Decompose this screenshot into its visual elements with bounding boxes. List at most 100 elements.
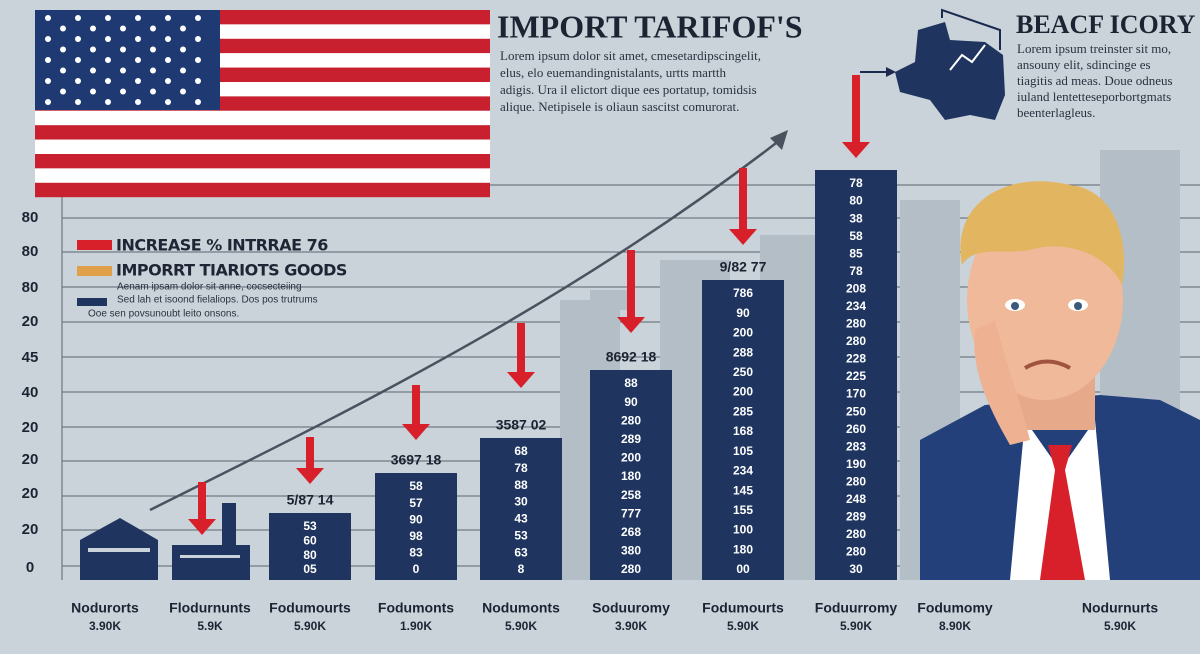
flag-star [150, 88, 156, 95]
side-text: Lorem ipsum treinster sit mo, [1017, 41, 1171, 56]
flag-star [45, 15, 51, 21]
flag-star [75, 99, 81, 105]
bar-number: 60 [303, 534, 317, 548]
flag-star [180, 67, 186, 74]
flag-star [120, 25, 126, 32]
bar-number: 105 [733, 444, 753, 458]
bar-number: 180 [733, 542, 753, 556]
flag-star [120, 46, 126, 53]
bar [375, 473, 457, 580]
bar-number: 90 [409, 512, 423, 526]
bar-number: 83 [409, 546, 423, 560]
red-arrow-head [507, 372, 535, 388]
flag-star [135, 99, 141, 105]
column-value: 3.90K [615, 619, 647, 633]
header-text: alique. Netipisele is oliaun sascitst co… [500, 99, 739, 114]
bar-number: 63 [514, 545, 528, 559]
legend-note: Sed lah et isoond fielaliops. Dos pos tr… [117, 295, 318, 306]
bar [702, 280, 784, 580]
flag-star [45, 57, 51, 63]
red-arrow [852, 75, 860, 144]
bar-number: 234 [733, 464, 753, 478]
side-text: beenterlagleus. [1017, 105, 1095, 120]
bar-number: 268 [621, 525, 641, 539]
red-arrow [517, 323, 525, 374]
column-name: Fodumonts [378, 600, 454, 616]
bar-number: 38 [849, 211, 863, 225]
legend-label: IMPORRT TIARIOTS GOODS [116, 261, 347, 280]
bar-number: 280 [846, 545, 866, 559]
bar-top-label: 3697 18 [391, 452, 442, 468]
flag-stripe [35, 125, 490, 140]
bar-number: 288 [733, 345, 753, 359]
header-text: Lorem ipsum dolor sit amet, cmesetardips… [500, 48, 761, 63]
flag-star [135, 57, 141, 63]
y-label: 20 [22, 313, 39, 330]
bar-number: 280 [846, 474, 866, 488]
flag-star [90, 46, 96, 53]
bar-number: 8 [518, 562, 525, 576]
bar-number: 208 [846, 281, 866, 295]
legend-note: Aenam ipsam dolor sit anne, cocsecteiing [117, 282, 302, 293]
flag-star [135, 36, 141, 42]
bar-number: 234 [846, 299, 866, 313]
bar-number: 43 [514, 512, 528, 526]
column-name: Fodumourts [702, 600, 784, 616]
bar [815, 170, 897, 580]
flag-star [165, 36, 171, 42]
flag-star [60, 67, 66, 74]
bar-number: 85 [849, 246, 863, 260]
column-name: Flodurnunts [169, 600, 251, 616]
red-arrow [627, 250, 635, 319]
flag-star [195, 78, 201, 84]
flag-star [105, 57, 111, 63]
column-value: 5.90K [294, 619, 326, 633]
factory-icon [172, 503, 250, 580]
flag-star [60, 25, 66, 32]
bar [269, 513, 351, 580]
building-icon [80, 518, 158, 580]
flag-star [45, 99, 51, 105]
column-name: Nodumonts [482, 600, 560, 616]
bar-number: 57 [409, 496, 423, 510]
flag-star [150, 25, 156, 32]
flag-stripe [35, 182, 490, 198]
header-text: elus, elo euemandingnistalants, urtts ma… [500, 65, 727, 80]
y-label: 20 [22, 451, 39, 468]
bar-number: 53 [514, 528, 528, 542]
red-arrow-head [402, 424, 430, 440]
flag-star [60, 46, 66, 53]
bar-top-label: 5/87 14 [287, 492, 334, 508]
column-value: 1.90K [400, 619, 432, 633]
bar-number: 0 [413, 562, 420, 576]
map-icon [860, 8, 1005, 120]
flag-star [195, 99, 201, 105]
legend-swatch [77, 240, 112, 250]
y-label: 45 [22, 349, 39, 366]
flag-star [45, 78, 51, 84]
column-name: Soduuromy [592, 600, 670, 616]
bar-number: 280 [621, 562, 641, 576]
bar-number: 90 [624, 395, 638, 409]
side-title: BEACF ICORY [1016, 10, 1196, 39]
flag-star [120, 88, 126, 95]
bar-number: 380 [621, 544, 641, 558]
bar-number: 280 [846, 334, 866, 348]
flag-star [165, 78, 171, 84]
y-label: 0 [26, 559, 34, 576]
y-label: 80 [22, 279, 39, 296]
y-label: 20 [22, 521, 39, 538]
flag-star [75, 78, 81, 84]
column-value: 3.90K [89, 619, 121, 633]
trend-arrowhead [770, 130, 788, 150]
flag-star [90, 88, 96, 95]
bar-number: 98 [409, 529, 423, 543]
bar-number: 58 [849, 229, 863, 243]
bar-number: 200 [733, 385, 753, 399]
bar-number: 100 [733, 523, 753, 537]
red-arrow [412, 385, 420, 426]
bar-number: 88 [624, 376, 638, 390]
bar-number: 258 [621, 488, 641, 502]
flag-star [165, 15, 171, 21]
y-label: 40 [22, 384, 39, 401]
